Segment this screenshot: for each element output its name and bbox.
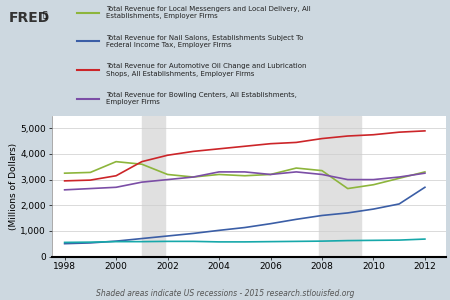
- Bar: [320, 116, 360, 256]
- Bar: [142, 116, 165, 256]
- Text: Total Revenue for Nail Salons, Establishments Subject To
Federal Income Tax, Emp: Total Revenue for Nail Salons, Establish…: [106, 35, 303, 48]
- Text: Total Revenue for Automotive Oil Change and Lubrication
Shops, All Establishment: Total Revenue for Automotive Oil Change …: [106, 63, 306, 76]
- Text: Shaded areas indicate US recessions - 2015 research.stlouisfed.org: Shaded areas indicate US recessions - 20…: [96, 290, 354, 298]
- Text: 📈: 📈: [43, 10, 47, 19]
- Y-axis label: (Millions of Dollars): (Millions of Dollars): [9, 142, 18, 230]
- Text: Total Revenue for Local Messengers and Local Delivery, All
Establishments, Emplo: Total Revenue for Local Messengers and L…: [106, 6, 310, 19]
- Text: Total Revenue for Bowling Centers, All Establishments,
Employer Firms: Total Revenue for Bowling Centers, All E…: [106, 92, 297, 105]
- Text: FRED: FRED: [9, 11, 50, 25]
- Text: Total Revenue for Barber Shops, Establishments Subject To
Federal Income Tax, Em: Total Revenue for Barber Shops, Establis…: [106, 121, 311, 134]
